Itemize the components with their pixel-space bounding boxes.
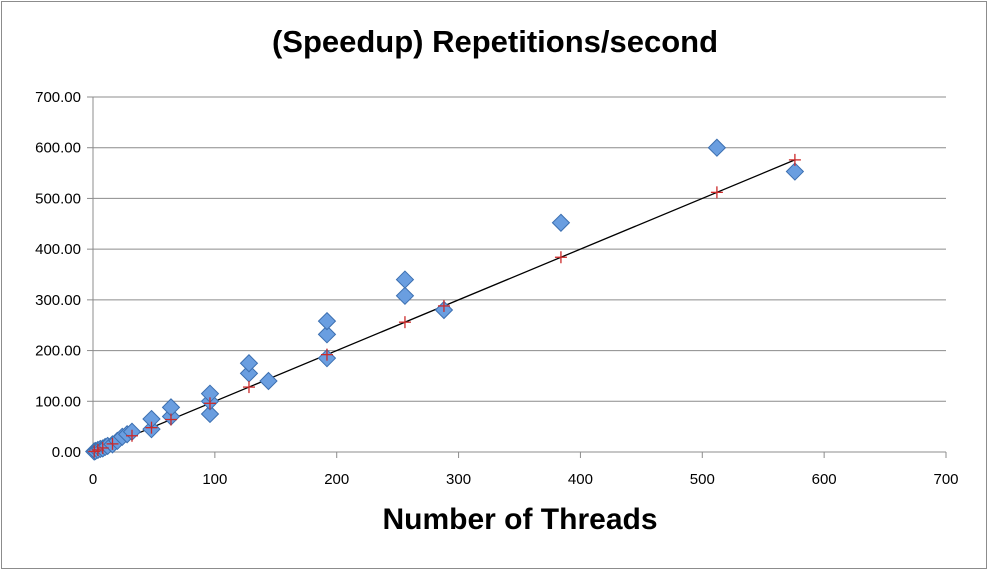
x-tick-labels: 0 100 200 300 400 500 600 700 <box>89 471 959 488</box>
y-tick-label: 200.00 <box>35 343 81 360</box>
data-point-plus <box>320 348 333 361</box>
data-point-plus <box>437 299 450 312</box>
y-tick-label: 600.00 <box>35 140 81 157</box>
y-tick-label: 100.00 <box>35 393 81 410</box>
data-point-diamond <box>317 311 337 331</box>
x-tick-label: 100 <box>202 471 227 488</box>
x-tick-label: 500 <box>690 471 715 488</box>
chart-title: (Speedup) Repetitions/second <box>271 24 719 59</box>
data-point-diamond <box>395 270 415 289</box>
y-tick-label: 700.00 <box>35 89 81 106</box>
data-point-plus <box>164 413 177 426</box>
data-point-diamond <box>785 162 805 181</box>
x-tick-label: 400 <box>568 471 593 488</box>
y-tick-label: 500.00 <box>35 190 81 207</box>
data-point-diamond <box>200 404 220 424</box>
gridlines <box>93 96 946 402</box>
data-markers <box>85 138 805 461</box>
data-point-plus <box>145 421 158 434</box>
x-tick-label: 600 <box>812 471 837 488</box>
data-point-diamond <box>551 213 571 232</box>
data-point-plus <box>203 397 216 410</box>
x-tick-label: 700 <box>933 471 958 488</box>
data-point-plus <box>710 186 723 199</box>
data-point-plus <box>106 437 119 450</box>
x-tick-label: 200 <box>324 471 349 488</box>
x-axis-label: Number of Threads <box>382 503 658 536</box>
x-tick-label: 0 <box>89 471 97 488</box>
data-point-plus <box>398 316 411 329</box>
data-point-plus <box>91 443 104 456</box>
data-point-plus <box>242 381 255 394</box>
y-tick-label: 0.00 <box>52 444 81 461</box>
data-point-plus <box>554 251 567 264</box>
y-tick-label: 400.00 <box>35 241 81 258</box>
data-point-diamond <box>317 325 337 344</box>
data-point-diamond <box>239 354 259 373</box>
y-tick-labels: 0.00 100.00 200.00 300.00 400.00 500.00 600.00… <box>35 89 81 461</box>
data-point-diamond <box>259 371 278 391</box>
y-tick-label: 300.00 <box>35 292 81 309</box>
data-point-diamond <box>395 286 415 306</box>
data-point-plus <box>788 153 801 166</box>
data-point-plus <box>125 429 138 442</box>
data-point-diamond <box>707 138 727 157</box>
x-tick-label: 300 <box>446 471 471 488</box>
data-point-plus <box>96 441 109 454</box>
